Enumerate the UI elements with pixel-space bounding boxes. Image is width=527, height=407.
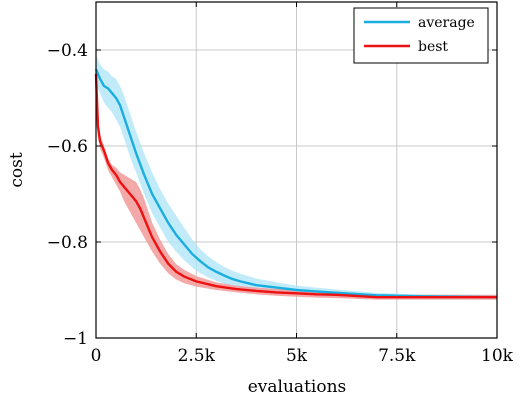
line-layer bbox=[94, 68, 498, 299]
x-axis-title: evaluations bbox=[248, 377, 347, 397]
legend-average-label: average bbox=[418, 15, 475, 31]
best-line bbox=[94, 73, 497, 299]
x-tick-label: 10k bbox=[481, 346, 514, 366]
y-axis-title: cost bbox=[7, 152, 27, 187]
y-tick-label: −0.4 bbox=[47, 41, 88, 61]
average-line bbox=[94, 68, 498, 299]
y-tick-label: −0.8 bbox=[47, 233, 88, 253]
y-tick-label: −0.6 bbox=[47, 137, 88, 157]
x-tick-label: 0 bbox=[91, 346, 102, 366]
legend-best-label: best bbox=[418, 39, 448, 55]
tick-layer: 0 2.5k 5k 7.5k 10k −1 −0.8 −0.6 −0.4 bbox=[47, 2, 514, 366]
legend: average best bbox=[353, 7, 489, 64]
x-tick-label: 7.5k bbox=[378, 346, 416, 366]
x-tick-label: 5k bbox=[286, 346, 308, 366]
x-tick-label: 2.5k bbox=[178, 346, 216, 366]
legend-box bbox=[353, 7, 489, 64]
y-tick-label: −1 bbox=[63, 329, 88, 349]
